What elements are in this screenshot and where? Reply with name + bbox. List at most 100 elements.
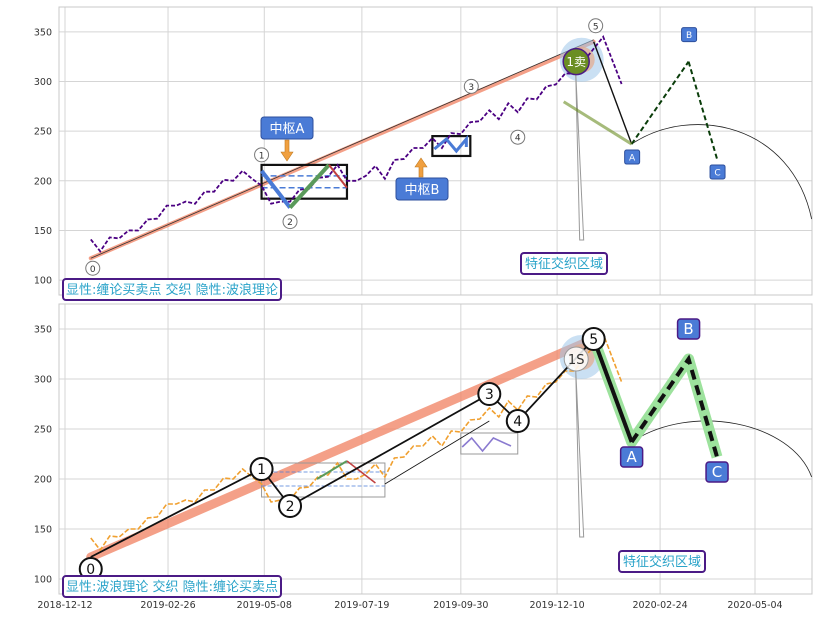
projection-label: A [624, 149, 641, 165]
swing-marker [254, 147, 270, 163]
bottom-plot-frame [58, 303, 813, 595]
svg-text:特征交织区域: 特征交织区域 [525, 256, 603, 272]
sell-marker-label: 1S [568, 353, 585, 368]
y-tick-label: 150 [34, 525, 52, 536]
bottom-y-ticks: 100 150 200 250 300 350 [34, 325, 52, 586]
top-panel: 100 150 200 250 300 350 0 1 2 3 4 5 A B C 1卖 中枢A 中枢B 特征交… [34, 6, 813, 301]
zone-label: 特征交织区域 [618, 550, 706, 573]
zone-pointer [575, 368, 585, 538]
top-y-ticks: 100 150 200 250 300 350 [34, 27, 52, 286]
bottom-swing-labels: 0 1 2 3 4 5 A B C 1S [78, 318, 729, 581]
x-tick-label: 2019-07-19 [334, 600, 389, 611]
bottom-price-line [90, 332, 623, 552]
swing-marker [249, 457, 274, 481]
x-tick-label: 2018-12-12 [37, 600, 92, 611]
proj-5-a [591, 338, 634, 443]
swing-label: 4 [513, 414, 522, 430]
svg-text:C: C [712, 463, 722, 481]
top-plot-frame [58, 6, 813, 296]
svg-text:显性:缠论买卖点 交织 隐性:波浪理论: 显性:缠论买卖点 交织 隐性:波浪理论 [66, 282, 278, 298]
swing-marker [85, 260, 101, 276]
bottom-wave-strokes [90, 337, 723, 558]
projection-label: C [705, 461, 729, 483]
trend-line [90, 39, 594, 259]
bottom-gridlines [59, 304, 812, 594]
stroke-down-2 [328, 164, 348, 189]
y-tick-label: 350 [34, 27, 52, 38]
proj-5-a [593, 41, 633, 145]
pivot-b-box [460, 432, 519, 455]
pivot-b-strokes [433, 134, 468, 154]
x-tick-label: 2019-12-10 [529, 600, 584, 611]
x-tick-label: 2019-09-30 [433, 600, 488, 611]
svg-text:A: A [627, 448, 638, 466]
projection-label: B [681, 27, 698, 43]
zone-label: 特征交织区域 [520, 252, 608, 275]
swing-label: 5 [593, 22, 599, 32]
x-tick-label: 2019-02-26 [140, 600, 195, 611]
swing-marker [581, 327, 606, 351]
svg-text:特征交织区域: 特征交织区域 [623, 554, 701, 570]
sell-marker-label: 1卖 [566, 55, 586, 69]
swing-marker [282, 214, 298, 230]
pivot-b-box [431, 135, 472, 158]
channel-line [384, 420, 490, 485]
projection-label: A [619, 446, 644, 468]
bottom-x-ticks: 2018-12-12 2019-02-26 2019-05-08 2019-07-19… [37, 600, 782, 611]
x-tick-label: 2019-05-08 [237, 600, 292, 611]
proj-5-a-green [562, 100, 633, 146]
top-swing-labels: 0 1 2 3 4 5 A B C 1卖 [85, 18, 726, 276]
swing-label: 5 [589, 332, 598, 348]
swing-marker [477, 382, 502, 406]
pivot-b-callout: 中枢B [395, 177, 449, 201]
svg-text:C: C [714, 168, 720, 178]
svg-text:显性:波浪理论 交织 隐性:缠论买卖点: 显性:波浪理论 交织 隐性:缠论买卖点 [66, 579, 278, 595]
wave-skeleton [90, 338, 595, 558]
trend-band [86, 334, 599, 562]
stroke-up [316, 460, 348, 480]
swing-marker [278, 494, 303, 518]
svg-text:A: A [629, 154, 636, 164]
swing-label: 0 [90, 265, 96, 275]
y-tick-label: 300 [34, 77, 52, 88]
bottom-decorations [86, 334, 813, 562]
projection-arc [631, 420, 813, 478]
swing-label: 1 [259, 151, 265, 161]
swing-label: 0 [86, 562, 95, 578]
swing-marker [463, 78, 479, 94]
y-tick-label: 200 [34, 176, 52, 187]
pivot-a-callout: 中枢A [260, 116, 314, 140]
svg-text:B: B [686, 31, 692, 41]
y-tick-label: 250 [34, 425, 52, 436]
stroke-down [259, 169, 292, 209]
stroke-down-2 [346, 460, 376, 484]
sell-marker [563, 346, 589, 372]
top-price-line [90, 35, 623, 253]
swing-marker [510, 129, 526, 145]
proj-a-b [630, 61, 690, 145]
y-tick-label: 200 [34, 475, 52, 486]
zone-pointer [575, 71, 585, 241]
projection-arc [631, 124, 813, 220]
svg-text:中枢A: 中枢A [270, 122, 305, 137]
pivot-b-strokes [461, 436, 512, 453]
projection-label: B [676, 318, 701, 340]
pivot-b-arrow [414, 157, 428, 178]
pivot-a-box [260, 163, 349, 200]
y-tick-label: 300 [34, 375, 52, 386]
svg-text:中枢B: 中枢B [405, 183, 440, 198]
y-tick-label: 100 [34, 575, 52, 586]
proj-a-b-c [629, 354, 719, 458]
pivot-a-arrow [280, 139, 294, 162]
panel-caption: 显性:波浪理论 交织 隐性:缠论买卖点 [62, 575, 282, 598]
swing-label: 2 [286, 499, 295, 515]
top-gridlines [59, 7, 812, 295]
y-tick-label: 150 [34, 226, 52, 237]
x-tick-label: 2020-02-24 [632, 600, 687, 611]
y-tick-label: 100 [34, 276, 52, 287]
top-chan-strokes [259, 41, 719, 209]
sell-marker [562, 47, 590, 76]
projection-glow [588, 337, 723, 459]
